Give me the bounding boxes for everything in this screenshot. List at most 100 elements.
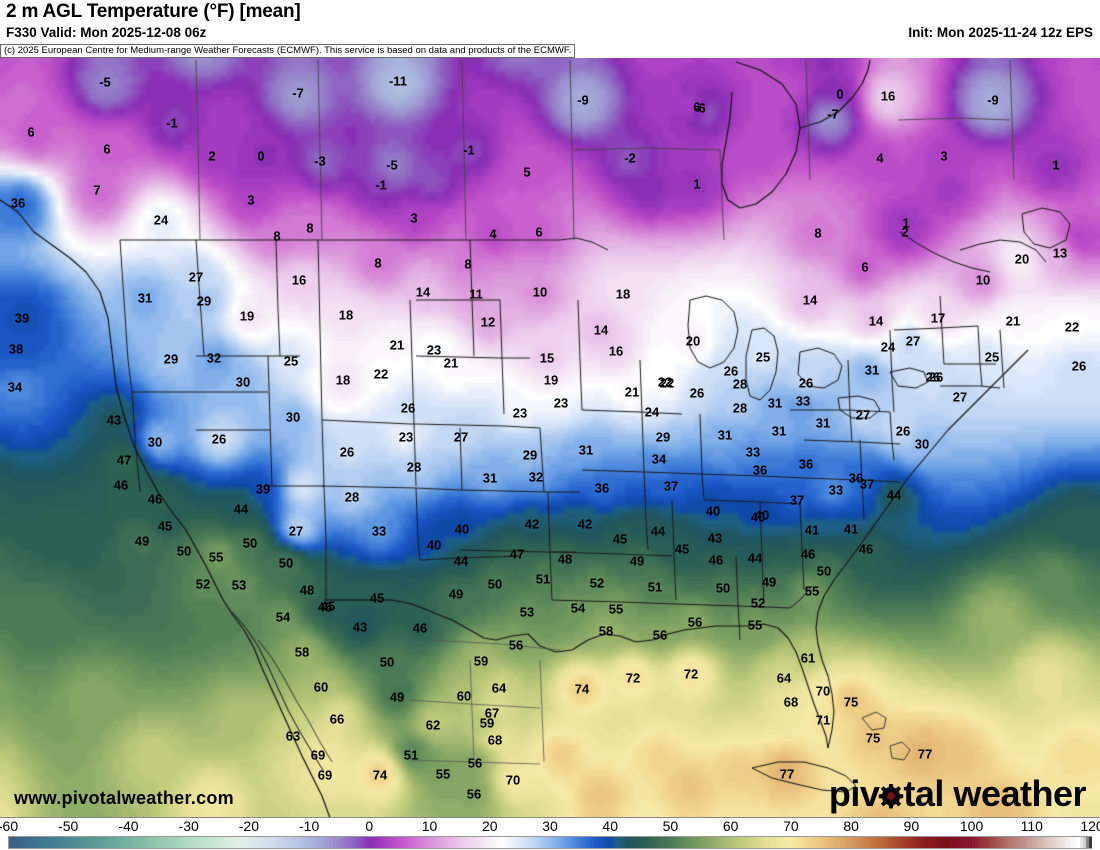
colorbar-segment [888, 837, 891, 848]
colorbar-segment [495, 837, 498, 848]
colorbar-segment [753, 837, 756, 848]
colorbar-segment [516, 837, 519, 848]
colorbar-segment [1020, 837, 1023, 848]
colorbar-segment [534, 837, 537, 848]
colorbar-segment [522, 837, 525, 848]
colorbar-segment [597, 837, 600, 848]
site-url-watermark: www.pivotalweather.com [14, 788, 234, 808]
colorbar-segment [363, 837, 366, 848]
colorbar-segment [564, 837, 567, 848]
colorbar-segment [729, 837, 732, 848]
colorbar-segment [267, 837, 270, 848]
colorbar-segment [807, 837, 810, 848]
colorbar-segment [990, 837, 993, 848]
colorbar-segment [822, 837, 825, 848]
colorbar-segment [1035, 837, 1038, 848]
colorbar-segment [294, 837, 297, 848]
colorbar-segment [1065, 837, 1068, 848]
colorbar-segment [444, 837, 447, 848]
colorbar-segment [165, 837, 168, 848]
colorbar-segment [1038, 837, 1041, 848]
colorbar-tick: -50 [58, 818, 79, 834]
colorbar-segment [414, 837, 417, 848]
colorbar-segment [405, 837, 408, 848]
colorbar-segment [102, 837, 105, 848]
colorbar-segment [285, 837, 288, 848]
colorbar-segment [153, 837, 156, 848]
colorbar-segment [126, 837, 129, 848]
colorbar-segment [438, 837, 441, 848]
colorbar-segment [882, 837, 885, 848]
colorbar-segment [891, 837, 894, 848]
colorbar-segment [771, 837, 774, 848]
colorbar-segment [912, 837, 915, 848]
colorbar-segment [840, 837, 843, 848]
colorbar-segment [663, 837, 666, 848]
colorbar-segment [183, 837, 186, 848]
colorbar-segment [1068, 837, 1071, 848]
colorbar-segment [24, 837, 27, 848]
colorbar-segment [456, 837, 459, 848]
colorbar-segment [27, 837, 30, 848]
colorbar-segment [330, 837, 333, 848]
colorbar-segment [477, 837, 480, 848]
colorbar-segment [297, 837, 300, 848]
colorbar-segment [393, 837, 396, 848]
colorbar-segment [861, 837, 864, 848]
colorbar-segment [1071, 837, 1074, 848]
colorbar-segment [150, 837, 153, 848]
colorbar-segment [636, 837, 639, 848]
colorbar-segment [513, 837, 516, 848]
colorbar-segment [603, 837, 606, 848]
colorbar-segment [936, 837, 939, 848]
colorbar-segment [816, 837, 819, 848]
colorbar-segment [735, 837, 738, 848]
colorbar-segment [129, 837, 132, 848]
colorbar-segment [561, 837, 564, 848]
colorbar-segment [759, 837, 762, 848]
colorbar-tick: -20 [238, 818, 259, 834]
colorbar-segment [453, 837, 456, 848]
colorbar-segment [15, 837, 18, 848]
colorbar-segment [900, 837, 903, 848]
colorbar-segment [732, 837, 735, 848]
colorbar-segment [474, 837, 477, 848]
colorbar-segment [774, 837, 777, 848]
colorbar-segment [957, 837, 960, 848]
colorbar-segment [582, 837, 585, 848]
temperature-colorbar[interactable]: -60 -50 -40 -30 -20 -10 0 10 20 30 40 50 60 70 80 90 100… [0, 818, 1100, 850]
colorbar-segment [579, 837, 582, 848]
colorbar-segment [627, 837, 630, 848]
colorbar-segment [1023, 837, 1026, 848]
colorbar-segment [711, 837, 714, 848]
colorbar-segment [231, 837, 234, 848]
colorbar-segment [90, 837, 93, 848]
colorbar-segment [66, 837, 69, 848]
colorbar-segment [429, 837, 432, 848]
colorbar-tick: -40 [118, 818, 139, 834]
colorbar-segment [291, 837, 294, 848]
colorbar-segment [375, 837, 378, 848]
colorbar-segment [486, 837, 489, 848]
colorbar-segment [519, 837, 522, 848]
colorbar-segment [111, 837, 114, 848]
colorbar-tick: 30 [542, 818, 558, 834]
colorbar-segment [240, 837, 243, 848]
colorbar-segment [99, 837, 102, 848]
colorbar-segment [378, 837, 381, 848]
colorbar-segment [300, 837, 303, 848]
colorbar-segment [951, 837, 954, 848]
colorbar-segment [213, 837, 216, 848]
colorbar-segment [804, 837, 807, 848]
colorbar-segment [141, 837, 144, 848]
colorbar-segment [717, 837, 720, 848]
colorbar-segment [756, 837, 759, 848]
colorbar-segment [198, 837, 201, 848]
colorbar-segment [537, 837, 540, 848]
colorbar-segment [843, 837, 846, 848]
colorbar-segment [687, 837, 690, 848]
colorbar-segment [540, 837, 543, 848]
temperature-map[interactable]: -5 -11 -9 6 -7 0 16 6 -1 -9 -7 6 2 0 -3 -5 -6 -2 -1 -1 5 1 3 4 1… [0, 58, 1100, 818]
colorbar-segment [1026, 837, 1029, 848]
temperature-heatmap-canvas [0, 58, 1100, 817]
